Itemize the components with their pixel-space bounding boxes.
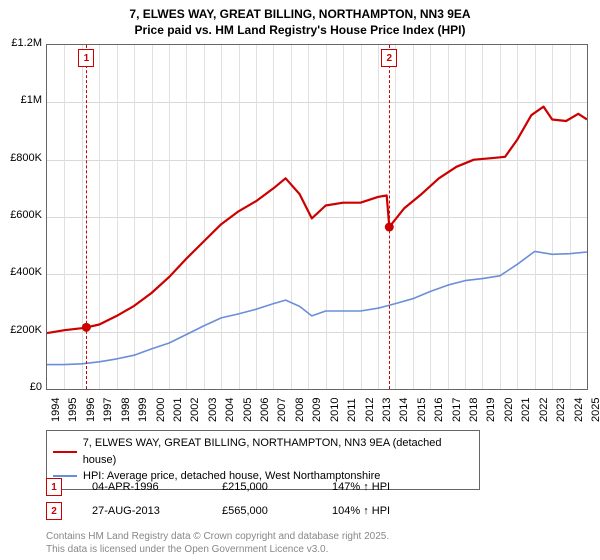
x-tick-label: 1999 bbox=[137, 398, 149, 422]
series-svg bbox=[47, 45, 587, 389]
sale-row-price: £565,000 bbox=[222, 505, 302, 517]
sale-row-date: 04-APR-1996 bbox=[92, 481, 192, 493]
legend-swatch bbox=[53, 475, 77, 477]
sale-marker-line bbox=[86, 45, 87, 389]
x-tick-label: 2024 bbox=[573, 398, 585, 422]
y-tick-label: £1.2M bbox=[4, 37, 42, 49]
y-tick-label: £1M bbox=[4, 94, 42, 106]
x-tick-label: 2010 bbox=[329, 398, 341, 422]
footer-line-1: Contains HM Land Registry data © Crown c… bbox=[46, 530, 588, 543]
y-tick-label: £0 bbox=[4, 381, 42, 393]
footer-line-2: This data is licensed under the Open Gov… bbox=[46, 543, 588, 556]
sale-marker-badge: 1 bbox=[78, 49, 94, 67]
x-tick-label: 2002 bbox=[189, 398, 201, 422]
series-price_paid bbox=[47, 107, 587, 334]
x-tick-label: 2015 bbox=[416, 398, 428, 422]
title-line-2: Price paid vs. HM Land Registry's House … bbox=[0, 22, 600, 38]
x-tick-label: 2009 bbox=[311, 398, 323, 422]
x-tick-label: 1998 bbox=[120, 398, 132, 422]
x-tick-label: 2022 bbox=[538, 398, 550, 422]
y-tick-label: £400K bbox=[4, 266, 42, 278]
x-tick-label: 2012 bbox=[364, 398, 376, 422]
x-tick-label: 1997 bbox=[102, 398, 114, 422]
x-tick-label: 2021 bbox=[520, 398, 532, 422]
x-tick-label: 1995 bbox=[67, 398, 79, 422]
sale-marker-badge: 2 bbox=[381, 49, 397, 67]
x-tick-label: 2007 bbox=[276, 398, 288, 422]
sale-row-delta: 104% ↑ HPI bbox=[332, 505, 390, 517]
x-tick-label: 2011 bbox=[346, 398, 358, 422]
x-tick-label: 2000 bbox=[155, 398, 167, 422]
x-tick-label: 2003 bbox=[207, 398, 219, 422]
x-tick-label: 2018 bbox=[468, 398, 480, 422]
x-tick-label: 2004 bbox=[224, 398, 236, 422]
series-hpi bbox=[47, 251, 587, 364]
legend-label: 7, ELWES WAY, GREAT BILLING, NORTHAMPTON… bbox=[83, 435, 473, 468]
x-tick-label: 2016 bbox=[433, 398, 445, 422]
x-tick-label: 2008 bbox=[294, 398, 306, 422]
sale-row-date: 27-AUG-2013 bbox=[92, 505, 192, 517]
title-line-1: 7, ELWES WAY, GREAT BILLING, NORTHAMPTON… bbox=[0, 6, 600, 22]
chart-plot-area: 12 bbox=[46, 44, 588, 390]
x-tick-label: 2019 bbox=[485, 398, 497, 422]
x-tick-label: 2025 bbox=[590, 398, 600, 422]
x-tick-label: 2017 bbox=[451, 398, 463, 422]
footer-attribution: Contains HM Land Registry data © Crown c… bbox=[46, 530, 588, 556]
y-tick-label: £800K bbox=[4, 152, 42, 164]
legend-row: 7, ELWES WAY, GREAT BILLING, NORTHAMPTON… bbox=[53, 435, 473, 468]
sale-row-badge: 2 bbox=[46, 502, 62, 520]
sale-row-badge: 1 bbox=[46, 478, 62, 496]
x-tick-label: 2005 bbox=[242, 398, 254, 422]
sale-row: 1 04-APR-1996 £215,000 147% ↑ HPI bbox=[46, 478, 588, 496]
x-tick-label: 2020 bbox=[503, 398, 515, 422]
y-tick-label: £200K bbox=[4, 324, 42, 336]
x-tick-label: 2014 bbox=[398, 398, 410, 422]
legend-swatch bbox=[53, 451, 77, 453]
x-tick-label: 1994 bbox=[50, 398, 62, 422]
sale-row-price: £215,000 bbox=[222, 481, 302, 493]
x-tick-label: 2006 bbox=[259, 398, 271, 422]
sale-row-delta: 147% ↑ HPI bbox=[332, 481, 390, 493]
x-tick-label: 1996 bbox=[85, 398, 97, 422]
sale-marker-line bbox=[389, 45, 390, 389]
x-tick-label: 2013 bbox=[381, 398, 393, 422]
sale-row: 2 27-AUG-2013 £565,000 104% ↑ HPI bbox=[46, 502, 588, 520]
x-tick-label: 2023 bbox=[555, 398, 567, 422]
x-tick-label: 2001 bbox=[172, 398, 184, 422]
y-tick-label: £600K bbox=[4, 209, 42, 221]
